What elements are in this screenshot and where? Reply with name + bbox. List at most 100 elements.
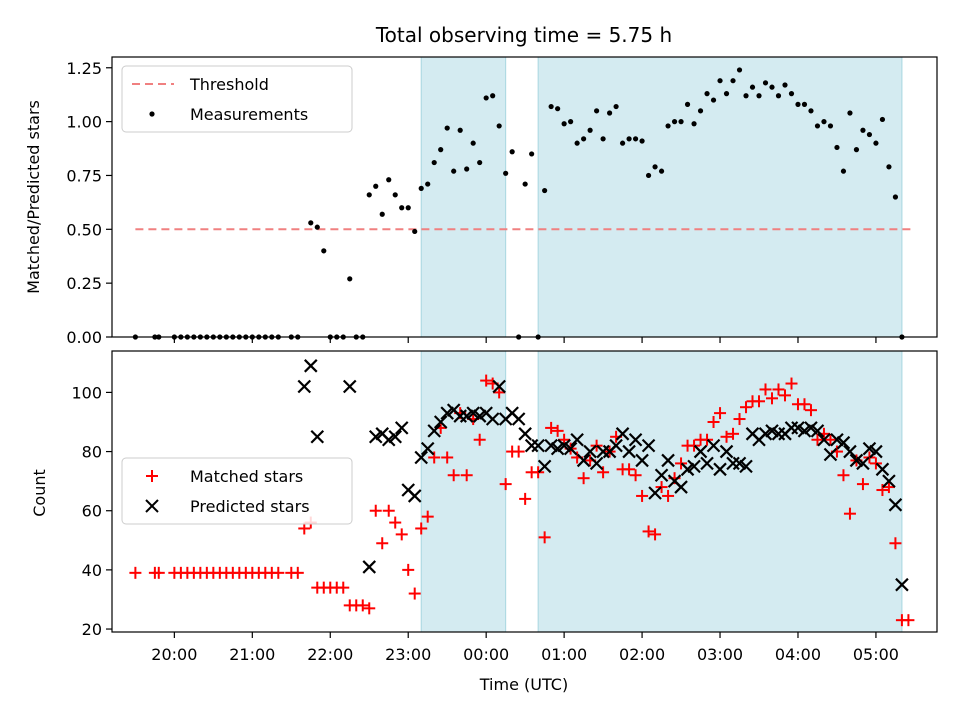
matched-star-point <box>720 430 733 443</box>
predicted-star-point <box>304 359 318 373</box>
matched-star-point <box>811 433 824 446</box>
bottom-legend-box <box>121 457 353 525</box>
matched-star-point <box>869 457 882 470</box>
bottom-x-tick-label: 22:00 <box>307 645 353 664</box>
predicted-star-point <box>674 480 688 494</box>
bottom-x-tick-label: 04:00 <box>775 645 821 664</box>
measurement-point <box>827 123 834 129</box>
measurement-point <box>723 91 730 97</box>
measurement-point <box>451 168 457 174</box>
predicted-star-point <box>810 424 825 438</box>
matched-star-point <box>772 383 785 396</box>
matched-star-point <box>389 516 402 529</box>
measurement-point <box>847 110 853 116</box>
top-legend: Threshold Measurements <box>121 65 353 133</box>
measurement-point <box>749 84 756 90</box>
matched-star-point <box>649 528 662 541</box>
top-y-tick-label: 0.75 <box>66 166 102 185</box>
predicted-star-point <box>856 456 870 471</box>
matched-star-point <box>337 581 350 594</box>
matched-star-point <box>882 481 895 494</box>
predicted-star-point <box>362 560 377 574</box>
matched-star-point <box>843 507 856 520</box>
matched-star-point <box>129 566 142 579</box>
predicted-star-point <box>388 430 403 444</box>
matched-star-point <box>545 421 558 434</box>
predicted-star-point <box>635 453 649 468</box>
matched-star-point <box>778 389 791 402</box>
matched-star-point <box>642 525 655 538</box>
predicted-star-point <box>713 462 727 477</box>
matched-star-point <box>577 472 590 485</box>
predicted-star-point <box>615 427 630 441</box>
measurement-point <box>308 220 314 226</box>
matched-star-point <box>473 433 486 446</box>
predicted-star-point <box>518 427 532 441</box>
matched-star-point <box>727 427 740 440</box>
measurement-point <box>386 177 392 183</box>
predicted-star-point <box>628 432 643 447</box>
matched-star-point <box>369 504 382 517</box>
measurement-point <box>671 119 678 125</box>
matched-star-point <box>538 531 551 544</box>
bottom-panel: 20 40 60 80 100 20:00 21:00 22:00 23:00 00:00 01:… <box>30 350 938 694</box>
measurement-point <box>710 97 717 103</box>
matched-star-point <box>447 469 460 482</box>
bottom-y-tick-label: 60 <box>82 502 102 521</box>
measurement-point <box>730 78 736 84</box>
predicted-star-point <box>641 438 656 453</box>
predicted-star-point <box>427 424 441 438</box>
matched-star-point <box>415 522 428 535</box>
bottom-predicted-points <box>297 359 909 592</box>
predicted-star-point <box>414 450 428 465</box>
matched-star-point <box>421 510 434 523</box>
measurement-point <box>645 172 652 179</box>
matched-star-point <box>837 469 850 482</box>
predicted-star-point <box>420 441 435 456</box>
measurement-point <box>691 121 697 127</box>
predicted-star-point <box>869 444 883 459</box>
predicted-star-point <box>739 459 753 474</box>
bottom-x-tick-label: 00:00 <box>463 645 509 664</box>
matched-star-point <box>902 614 915 627</box>
measurement-point <box>418 185 424 191</box>
top-y-tick-label: 1.00 <box>66 113 102 132</box>
measurement-point <box>412 228 418 235</box>
matched-star-point <box>408 587 421 600</box>
top-y-ticks: 0.00 0.25 0.50 0.75 1.00 1.25 <box>66 59 112 347</box>
predicted-star-point <box>570 432 584 447</box>
matched-star-point <box>376 537 389 550</box>
predicted-star-point <box>622 444 636 459</box>
measurement-point <box>399 205 405 211</box>
measurement-point <box>470 140 476 146</box>
predicted-star-point <box>310 430 325 444</box>
legend-threshold-label: Threshold <box>189 75 269 94</box>
matched-star-point <box>395 528 408 541</box>
measurement-point <box>795 101 801 107</box>
bottom-matched-points <box>129 374 915 627</box>
measurement-point <box>840 168 847 174</box>
chart-title: Total observing time = 5.75 h <box>375 23 672 47</box>
predicted-star-point <box>823 447 838 462</box>
predicted-star-point <box>511 412 526 426</box>
top-y-tick-label: 0.25 <box>66 274 102 293</box>
predicted-star-point <box>888 498 903 512</box>
predicted-star-point <box>583 444 597 459</box>
measurement-point <box>743 93 749 99</box>
bottom-observing-window <box>420 350 507 633</box>
matched-star-point <box>863 451 876 464</box>
measurement-point <box>522 181 528 187</box>
measurement-point <box>632 136 639 142</box>
measurement-point <box>782 82 788 88</box>
measurement-point <box>542 187 548 194</box>
matched-star-point <box>785 377 798 390</box>
measurement-point <box>444 125 450 131</box>
measurement-point <box>788 91 795 97</box>
matched-star-point <box>428 451 441 464</box>
bottom-x-axis-label: Time (UTC) <box>479 675 568 694</box>
measurement-point <box>581 136 587 142</box>
top-measurement-points <box>132 67 905 340</box>
matched-star-point <box>623 463 636 476</box>
measurement-point <box>873 140 879 146</box>
matched-star-point <box>824 433 837 446</box>
